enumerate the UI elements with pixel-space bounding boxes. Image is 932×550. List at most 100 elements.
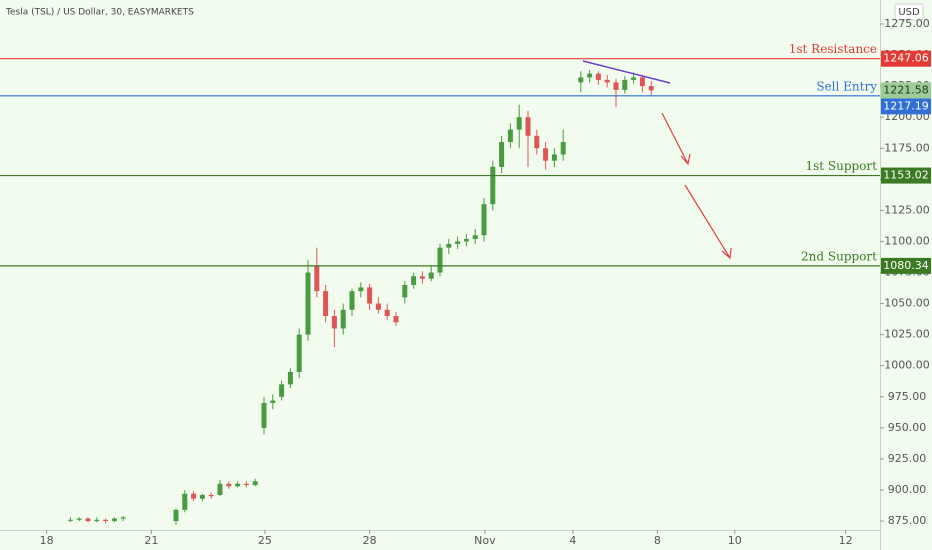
y-tick-label: 1000.00 [884, 359, 930, 372]
y-tick-label: 950.00 [888, 421, 927, 434]
candle-body [578, 77, 584, 83]
chart-title: Tesla (TSL) / US Dollar, 30, EASYMARKETS [5, 8, 194, 18]
x-tick-label: 18 [40, 534, 54, 547]
candle-body [622, 79, 628, 90]
candle-body [560, 142, 566, 155]
level-name: Sell Entry [816, 79, 877, 93]
x-tick-label: 21 [144, 534, 158, 547]
candle-body [455, 241, 461, 244]
level-price: 1153.02 [883, 169, 929, 182]
candle-body [103, 519, 109, 522]
level-name: 1st Resistance [789, 42, 877, 56]
last-price: 1221.58 [883, 83, 929, 96]
y-tick-label: 1275.00 [884, 17, 930, 30]
level-price-box [881, 50, 931, 67]
level-name: 1st Support [805, 159, 877, 173]
candle-body [419, 276, 425, 279]
candle-body [76, 518, 82, 520]
level-name: 2nd Support [801, 249, 877, 263]
candle-body [331, 316, 337, 329]
candle-body [472, 235, 478, 239]
candle-body [173, 509, 179, 522]
trend-line [582, 60, 671, 84]
level-price: 1247.06 [883, 52, 929, 65]
y-tick-label: 925.00 [888, 452, 927, 465]
candle-body [340, 309, 346, 329]
y-tick-label: 975.00 [888, 390, 927, 403]
y-tick-label: 875.00 [888, 514, 927, 527]
level-price: 1217.19 [883, 99, 929, 112]
y-tick-label: 1125.00 [884, 203, 930, 216]
arrow [661, 112, 691, 166]
candle-body [411, 276, 417, 285]
candle-body [437, 247, 443, 273]
candle-body [595, 73, 601, 80]
candle-body [525, 117, 531, 136]
candle-body [314, 266, 320, 292]
candle-body [463, 238, 469, 242]
arrow [684, 184, 732, 260]
candle-body [639, 77, 645, 87]
candle-body [199, 494, 205, 499]
candle-body [85, 518, 91, 522]
candle-body [120, 517, 126, 519]
candle-body [191, 493, 197, 499]
x-tick-label: 10 [728, 534, 742, 547]
candle-body [67, 519, 73, 521]
candle-body [534, 135, 540, 149]
currency-box [894, 3, 924, 21]
level-price-box [881, 167, 931, 184]
plot [67, 69, 654, 525]
candle-body [226, 483, 232, 487]
candle-body [287, 371, 293, 385]
y-tick-label: 900.00 [888, 483, 927, 496]
candle-body [235, 483, 241, 487]
level-price-box [881, 257, 931, 274]
candle-body [631, 77, 637, 80]
candle-body [243, 483, 249, 486]
candle-body [296, 334, 302, 372]
candle-body [111, 518, 117, 522]
candle-body [252, 481, 258, 486]
candle-body [604, 79, 610, 83]
candle-body [217, 483, 223, 495]
y-tick-label: 1025.00 [884, 328, 930, 341]
candle-body [270, 400, 276, 403]
candle-body [613, 82, 619, 90]
candle-body [393, 316, 399, 323]
arrows [661, 112, 732, 260]
currency: USD [898, 7, 920, 18]
level-price: 1080.34 [883, 259, 929, 272]
candle-body [358, 287, 364, 292]
candle-body [94, 519, 100, 522]
candle-body [587, 73, 593, 78]
candle-body [481, 204, 487, 236]
candle-body [499, 142, 505, 167]
candle-body [490, 166, 496, 205]
candle-body [648, 86, 654, 91]
candle-body [182, 493, 188, 510]
candle-body [349, 291, 355, 310]
x-tick-label: 28 [363, 534, 377, 547]
candle-body [402, 284, 408, 298]
x-tick-label: 4 [569, 534, 576, 547]
last-price-box [881, 82, 931, 99]
y-tick-label: 1050.00 [884, 297, 930, 310]
candle-body [446, 243, 452, 248]
candle-body [384, 309, 390, 317]
candle-body [279, 384, 285, 397]
candle-body [516, 117, 522, 130]
x-tick-label: 25 [258, 534, 272, 547]
candle-body [543, 148, 549, 161]
y-tick-label: 1100.00 [884, 234, 930, 247]
candle-body [551, 154, 557, 161]
candle-body [375, 303, 381, 310]
candle-body [507, 129, 513, 143]
level-price-box [881, 98, 931, 115]
candle-body [367, 287, 373, 304]
y-tick-label: 1175.00 [884, 141, 930, 154]
candle-body [323, 291, 329, 317]
candle-body [305, 272, 311, 335]
